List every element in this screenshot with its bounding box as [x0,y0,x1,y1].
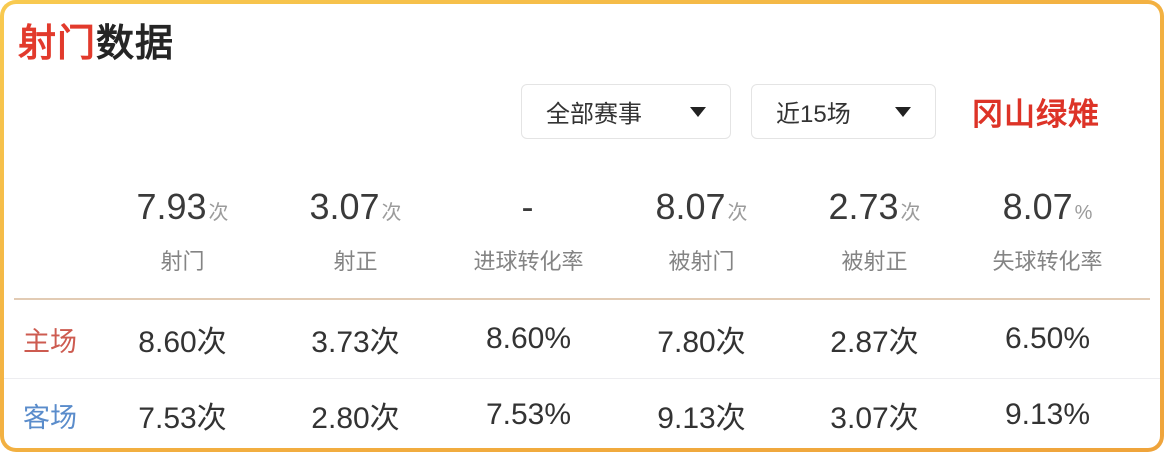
stat-value: 8.07% [1002,186,1093,227]
page-title-rest: 数据 [96,23,175,65]
stat-value: 8.07 次 [655,186,748,227]
row-label-away: 客场 [23,402,77,433]
stat-value: 3.07 次 [309,186,402,227]
stats-header-row: 7.93 次 射门 3.07 次 射正 - 进球转化率 8.07 次 被射门 2.73… [4,186,1160,276]
stat-unit: 次 [727,202,748,224]
shooting-stats-card: 射门数据 全部赛事 近15场 冈山绿雉 7.93 次 射门 3.07 次 射正 [4,4,1160,448]
table-row-home: 主场 8.60次 3.73次 8.60% 7.80次 2.87次 6.50% [4,300,1160,378]
cell-value: 7.53次 [138,402,227,435]
stat-label: 失球转化率 [992,249,1103,274]
stat-value: - [521,186,534,227]
stat-value: 7.93 次 [136,186,229,227]
stat-label: 进球转化率 [473,249,584,274]
stat-column-goal-conversion: - 进球转化率 [442,186,615,276]
stat-label: 被射正 [841,249,908,274]
chevron-down-icon [895,106,911,117]
stat-unit: 次 [208,202,229,224]
stat-column-shots-against: 8.07 次 被射门 [615,186,788,276]
filter-bar: 全部赛事 近15场 冈山绿雉 [4,84,1160,139]
stat-unit: 次 [900,202,921,224]
team-name: 冈山绿雉 [972,97,1100,132]
stat-label: 射正 [333,249,378,274]
stat-column-concede-conversion: 8.07% 失球转化率 [961,186,1134,276]
match-range-dropdown-value: 近15场 [776,101,851,128]
stat-label: 射门 [160,249,205,274]
cell-value: 6.50% [1004,322,1091,355]
page-title: 射门数据 [18,12,174,67]
cell-value: 8.60次 [138,326,227,359]
cell-value: 2.87次 [830,326,919,359]
cell-value: 9.13次 [657,402,746,435]
stat-label: 被射门 [668,249,735,274]
cell-value: 7.80次 [657,326,746,359]
stat-value: 2.73 次 [828,186,921,227]
chevron-down-icon [690,106,706,117]
competition-dropdown-value: 全部赛事 [546,101,642,128]
row-label-home: 主场 [23,326,77,357]
stat-unit: 次 [381,202,402,224]
cell-value: 3.73次 [311,326,400,359]
match-range-dropdown[interactable]: 近15场 [751,84,936,139]
competition-dropdown[interactable]: 全部赛事 [521,84,731,139]
stat-unit: % [1074,202,1093,224]
row-divider [4,378,1160,379]
header-label-spacer [4,186,96,276]
stat-column-shots-on-target-against: 2.73 次 被射正 [788,186,961,276]
stat-column-shots-on-target: 3.07 次 射正 [269,186,442,276]
cell-value: 3.07次 [830,402,919,435]
cell-value: 9.13% [1004,398,1091,431]
page-title-highlight: 射门 [18,23,97,65]
cell-value: 8.60% [485,322,572,355]
stat-column-shots: 7.93 次 射门 [96,186,269,276]
table-row-away: 客场 7.53次 2.80次 7.53% 9.13次 3.07次 9.13% [4,379,1160,448]
cell-value: 7.53% [485,398,572,431]
header-divider [14,298,1150,300]
cell-value: 2.80次 [311,402,400,435]
